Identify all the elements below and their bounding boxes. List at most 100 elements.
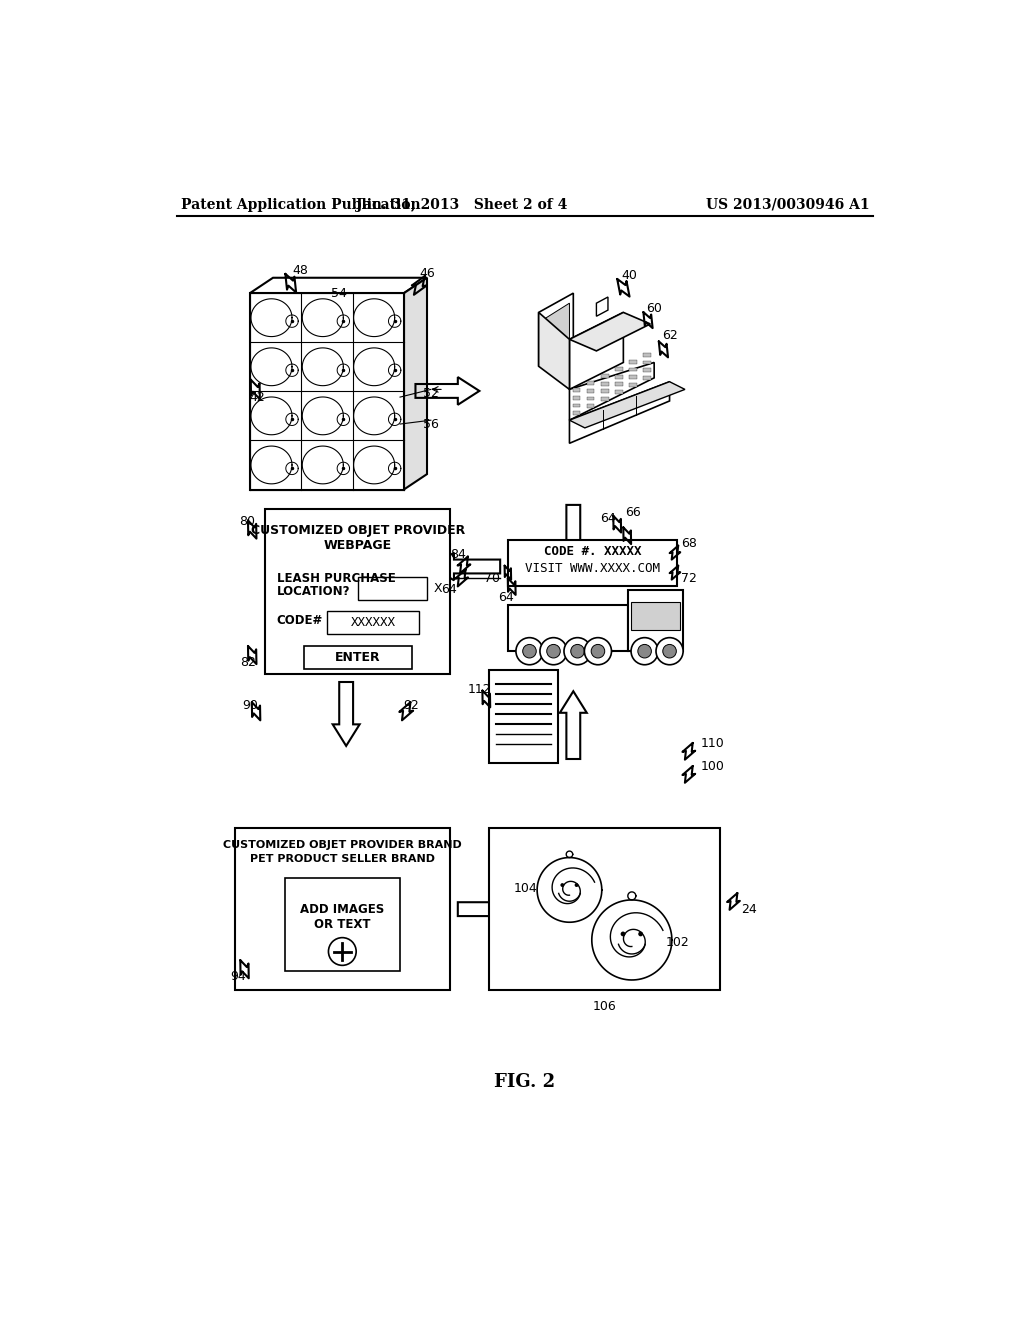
Bar [265, 508, 451, 675]
Polygon shape [569, 313, 650, 351]
Text: 100: 100 [700, 760, 724, 774]
Text: 70: 70 [484, 572, 500, 585]
Text: 90: 90 [242, 698, 258, 711]
Text: CUSTOMIZED OBJET PROVIDER BRAND: CUSTOMIZED OBJET PROVIDER BRAND [223, 841, 462, 850]
Polygon shape [569, 381, 685, 428]
Text: PET PRODUCT SELLER BRAND: PET PRODUCT SELLER BRAND [250, 854, 435, 865]
Text: 110: 110 [700, 737, 724, 750]
Polygon shape [569, 363, 654, 420]
Text: 72: 72 [681, 572, 697, 585]
Polygon shape [543, 304, 569, 363]
Text: 64: 64 [441, 583, 457, 597]
Text: LOCATION?: LOCATION? [276, 585, 350, 598]
Bar [601, 381, 608, 385]
Bar [631, 602, 680, 630]
Text: 54: 54 [331, 286, 346, 300]
Text: 64: 64 [600, 512, 615, 525]
Polygon shape [569, 313, 624, 389]
Bar [572, 412, 581, 414]
Polygon shape [569, 381, 670, 444]
Bar [488, 829, 720, 990]
Bar [615, 391, 623, 393]
Bar [629, 383, 637, 387]
Text: XXXXXX: XXXXXX [350, 616, 395, 630]
Bar [587, 396, 595, 400]
Bar [643, 368, 651, 372]
Circle shape [540, 638, 567, 665]
Text: 104: 104 [514, 882, 538, 895]
Circle shape [638, 644, 651, 657]
Bar [629, 360, 637, 364]
Text: Jan. 31, 2013   Sheet 2 of 4: Jan. 31, 2013 Sheet 2 of 4 [356, 198, 567, 211]
Circle shape [522, 644, 537, 657]
Text: CODE#: CODE# [276, 614, 324, 627]
Polygon shape [539, 293, 573, 367]
Text: 46: 46 [419, 268, 435, 280]
Text: 92: 92 [403, 698, 420, 711]
Circle shape [585, 638, 611, 665]
Bar [643, 352, 651, 356]
Text: ENTER: ENTER [335, 651, 381, 664]
Text: CUSTOMIZED OBJET PROVIDER: CUSTOMIZED OBJET PROVIDER [251, 524, 465, 537]
Bar [508, 605, 628, 651]
Text: X: X [433, 582, 441, 594]
Text: FIG. 2: FIG. 2 [495, 1073, 555, 1092]
Text: US 2013/0030946 A1: US 2013/0030946 A1 [707, 198, 869, 211]
Text: 24: 24 [741, 903, 757, 916]
Bar [572, 396, 581, 400]
Text: LEASH PURCHASE: LEASH PURCHASE [276, 572, 395, 585]
Bar [601, 397, 608, 401]
Bar [234, 829, 451, 990]
Bar [628, 590, 683, 651]
Text: WEBPAGE: WEBPAGE [324, 539, 392, 552]
Bar [587, 381, 595, 385]
Text: 66: 66 [625, 506, 640, 519]
Polygon shape [250, 277, 427, 293]
Text: 48: 48 [292, 264, 308, 277]
Circle shape [631, 638, 658, 665]
Circle shape [516, 638, 543, 665]
Bar [572, 388, 581, 392]
Bar [629, 375, 637, 379]
Bar [327, 611, 419, 635]
Bar [488, 671, 558, 763]
Text: 64: 64 [499, 591, 514, 603]
Bar [587, 404, 595, 408]
Text: 94: 94 [230, 970, 246, 983]
Bar [643, 360, 651, 364]
Text: 52: 52 [423, 387, 439, 400]
Circle shape [560, 883, 564, 887]
Bar [615, 375, 623, 379]
Bar [572, 404, 581, 408]
Text: 106: 106 [592, 1001, 616, 1014]
Text: 56: 56 [423, 417, 439, 430]
Text: 102: 102 [667, 936, 690, 949]
Circle shape [621, 932, 626, 936]
Bar [643, 376, 651, 380]
Text: 62: 62 [662, 329, 678, 342]
Circle shape [663, 644, 676, 657]
Circle shape [329, 937, 356, 965]
Bar [508, 540, 677, 586]
Text: 60: 60 [646, 302, 663, 315]
Circle shape [570, 644, 585, 657]
Circle shape [564, 638, 591, 665]
Bar [304, 645, 412, 669]
Bar [250, 293, 403, 490]
Text: 68: 68 [681, 537, 697, 550]
Text: 40: 40 [622, 269, 638, 282]
Bar [601, 374, 608, 378]
Bar [587, 389, 595, 392]
Text: 42: 42 [250, 391, 265, 404]
Text: 112: 112 [468, 684, 492, 696]
Text: 84: 84 [450, 548, 466, 561]
Polygon shape [403, 277, 427, 490]
Text: VISIT WWW.XXXX.COM: VISIT WWW.XXXX.COM [525, 562, 660, 576]
Bar [601, 389, 608, 393]
Text: ADD IMAGES: ADD IMAGES [300, 903, 384, 916]
Bar [615, 383, 623, 387]
Circle shape [591, 644, 605, 657]
Circle shape [574, 883, 579, 887]
Bar [615, 367, 623, 371]
Polygon shape [539, 313, 569, 389]
